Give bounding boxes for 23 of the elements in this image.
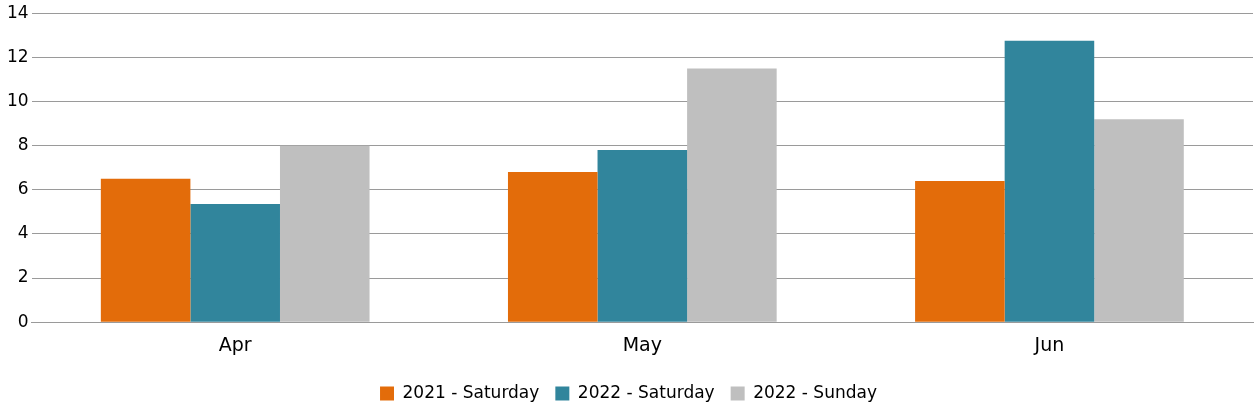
bar <box>597 150 688 322</box>
bar <box>507 172 598 322</box>
bar <box>1004 40 1095 322</box>
y-tick-label: 12 <box>6 45 29 66</box>
x-tick-label: Jun <box>1033 332 1065 355</box>
bar <box>915 180 1005 322</box>
y-tick-label: 4 <box>17 222 29 243</box>
y-tick-label: 10 <box>6 89 29 110</box>
legend-label: 2022 - Saturday <box>577 381 715 402</box>
bar <box>687 68 777 322</box>
x-tick-label: May <box>622 332 662 355</box>
x-tick-label: Apr <box>218 332 252 355</box>
y-tick-label: 2 <box>17 266 29 287</box>
bar <box>100 178 191 322</box>
y-tick-label: 0 <box>17 310 29 331</box>
bar <box>1094 119 1184 322</box>
y-tick-label: 14 <box>6 1 29 22</box>
y-tick-label: 6 <box>17 178 29 199</box>
bar <box>190 204 280 322</box>
bar <box>279 145 370 322</box>
y-tick-label: 8 <box>17 134 29 155</box>
legend-label: 2021 - Saturday <box>402 381 540 402</box>
legend-label: 2022 - Sunday <box>753 381 877 402</box>
